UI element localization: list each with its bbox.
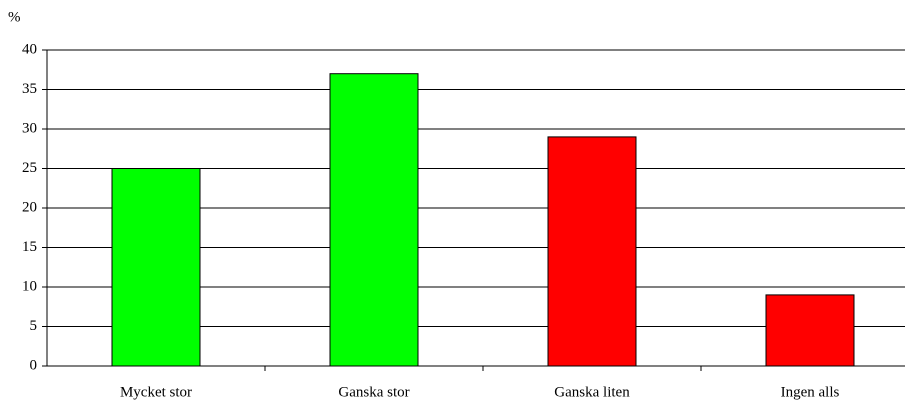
y-tick-label: 30	[22, 120, 37, 136]
x-tick-label: Ingen alls	[781, 384, 840, 400]
x-tick-label: Ganska stor	[338, 384, 409, 400]
y-tick-label: 5	[30, 318, 38, 334]
y-tick-label: 15	[22, 239, 37, 255]
bar	[547, 136, 637, 367]
bar	[765, 294, 855, 367]
y-tick-label: 10	[22, 278, 37, 294]
y-tick-label: 40	[22, 41, 37, 57]
bar	[329, 73, 419, 367]
y-tick-label: 25	[22, 160, 37, 176]
x-tick-label: Ganska liten	[554, 384, 630, 400]
bar	[111, 168, 201, 367]
y-tick-label: 0	[30, 357, 38, 373]
y-axis-label: %	[8, 9, 21, 25]
x-tick-label: Mycket stor	[120, 384, 192, 400]
y-tick-label: 20	[22, 199, 37, 215]
y-tick-label: 35	[22, 81, 37, 97]
